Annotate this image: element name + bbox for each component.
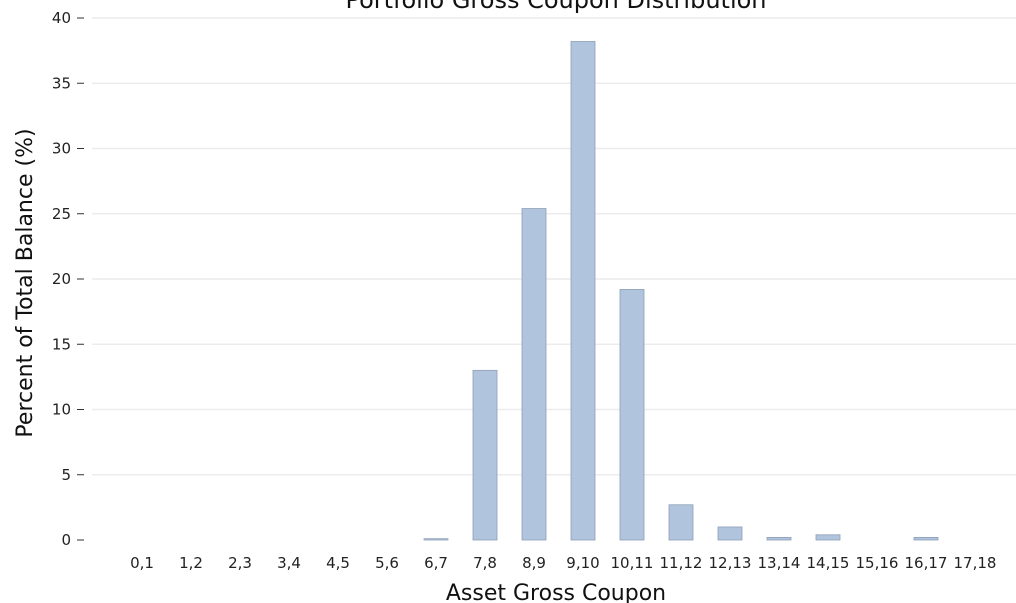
x-tick-label: 4,5 <box>326 554 350 572</box>
bar-13-14 <box>766 536 792 541</box>
y-tick-label: 40 <box>52 9 71 27</box>
x-tick-label: 9,10 <box>566 554 599 572</box>
bar-10-11 <box>619 289 645 541</box>
bar-16-17 <box>913 536 939 541</box>
x-tick-label: 3,4 <box>277 554 301 572</box>
bar-9-10 <box>570 41 596 541</box>
x-tick-label: 15,16 <box>856 554 899 572</box>
x-tick-label: 6,7 <box>424 554 448 572</box>
y-tick-label: 30 <box>52 140 71 158</box>
y-tick-label: 20 <box>52 270 71 288</box>
y-tick-label: 5 <box>61 466 71 484</box>
bar-8-9 <box>521 208 547 541</box>
y-axis: 0 5 10 15 20 25 30 35 40 <box>52 9 84 549</box>
bar-6-7 <box>423 538 449 541</box>
gridlines <box>92 17 1016 476</box>
x-tick-label: 2,3 <box>228 554 252 572</box>
x-axis-title: Asset Gross Coupon <box>446 581 666 603</box>
x-tick-label: 1,2 <box>179 554 203 572</box>
x-tick-label: 10,11 <box>611 554 654 572</box>
bar-11-12 <box>668 504 694 541</box>
x-tick-label: 5,6 <box>375 554 399 572</box>
x-tick-label: 0,1 <box>130 554 154 572</box>
y-axis-title: Percent of Total Balance (%) <box>13 128 38 437</box>
y-tick-label: 25 <box>52 205 71 223</box>
y-tick-label: 0 <box>61 531 71 549</box>
x-tick-label: 16,17 <box>905 554 948 572</box>
bars <box>423 41 939 541</box>
x-tick-label: 14,15 <box>807 554 850 572</box>
x-tick-label: 7,8 <box>473 554 497 572</box>
x-tick-label: 12,13 <box>709 554 752 572</box>
x-tick-label: 8,9 <box>522 554 546 572</box>
bar-7-8 <box>472 369 498 541</box>
y-tick-label: 15 <box>52 335 71 353</box>
x-tick-label: 17,18 <box>954 554 997 572</box>
x-tick-label: 11,12 <box>660 554 703 572</box>
bar-12-13 <box>717 526 743 541</box>
x-axis: 0,1 1,2 2,3 3,4 4,5 5,6 6,7 7,8 8,9 9,10 10,11 11,1… <box>130 554 996 572</box>
x-tick-label: 13,14 <box>758 554 801 572</box>
bar-14-15 <box>815 534 841 541</box>
y-tick-label: 10 <box>52 401 71 419</box>
y-tick-label: 35 <box>52 74 71 92</box>
chart-title: Portfolio Gross Coupon Distribution <box>345 0 766 14</box>
